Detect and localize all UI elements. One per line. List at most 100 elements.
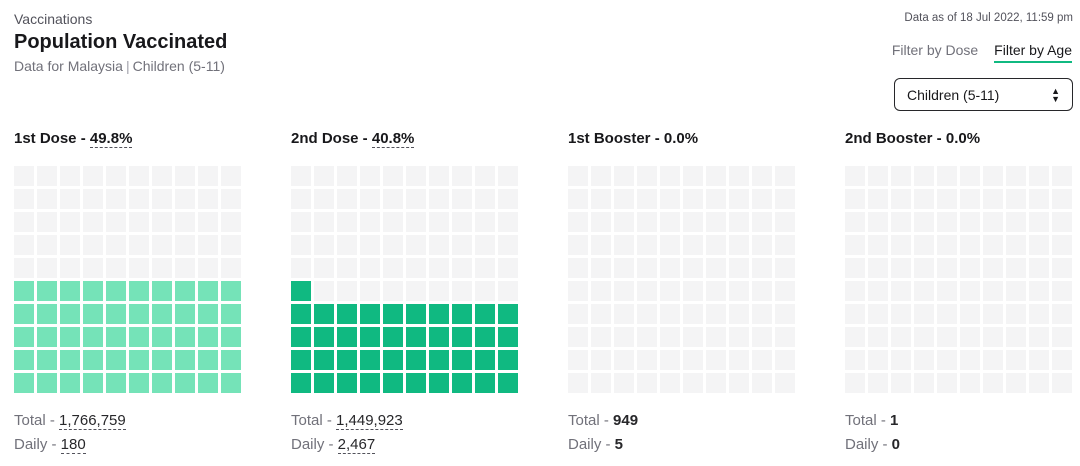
waffle-cell-filled <box>14 304 34 324</box>
waffle-cell-empty <box>637 235 657 255</box>
waffle-cell-empty <box>683 258 703 278</box>
dose-percent[interactable]: 49.8% <box>89 130 133 148</box>
waffle-cell-empty <box>383 281 403 301</box>
waffle-cell-empty <box>983 258 1003 278</box>
waffle-cell-filled <box>337 373 357 393</box>
waffle-cell-empty <box>568 350 588 370</box>
waffle-cell-empty <box>314 166 334 186</box>
waffle-cell-empty <box>637 258 657 278</box>
dose-percent[interactable]: 40.8% <box>371 130 415 148</box>
waffle-cell-empty <box>983 166 1003 186</box>
waffle-cell-empty <box>452 189 472 209</box>
tab-filter-by-dose[interactable]: Filter by Dose <box>891 42 979 58</box>
waffle-cell-empty <box>129 189 149 209</box>
total-stat: Total - 1,766,759 <box>14 412 126 430</box>
waffle-cell-empty <box>337 189 357 209</box>
waffle-cell-empty <box>314 212 334 232</box>
waffle-cell-empty <box>406 281 426 301</box>
waffle-cell-filled <box>198 350 218 370</box>
waffle-cell-empty <box>568 212 588 232</box>
waffle-cell-empty <box>706 304 726 324</box>
waffle-cell-filled <box>198 327 218 347</box>
waffle-cell-empty <box>360 235 380 255</box>
waffle-cell-filled <box>83 304 103 324</box>
waffle-cell-empty <box>983 373 1003 393</box>
waffle-cell-filled <box>429 327 449 347</box>
waffle-cell-empty <box>360 281 380 301</box>
waffle-cell-empty <box>683 212 703 232</box>
waffle-cell-empty <box>775 166 795 186</box>
total-value[interactable]: 1,449,923 <box>336 412 403 430</box>
waffle-cell-empty <box>498 189 518 209</box>
waffle-cell-empty <box>37 212 57 232</box>
waffle-cell-filled <box>360 327 380 347</box>
waffle-cell-empty <box>1006 189 1026 209</box>
waffle-cell-empty <box>937 258 957 278</box>
waffle-cell-empty <box>221 258 241 278</box>
waffle-cell-empty <box>429 189 449 209</box>
waffle-cell-empty <box>614 281 634 301</box>
waffle-cell-empty <box>106 235 126 255</box>
waffle-cell-empty <box>845 373 865 393</box>
waffle-chart <box>291 166 521 393</box>
daily-value[interactable]: 2,467 <box>337 436 376 454</box>
waffle-cell-filled <box>475 304 495 324</box>
waffle-cell-empty <box>706 327 726 347</box>
waffle-cell-empty <box>914 235 934 255</box>
waffle-cell-filled <box>37 327 57 347</box>
waffle-cell-empty <box>498 281 518 301</box>
waffle-cell-filled <box>498 327 518 347</box>
waffle-cell-empty <box>360 189 380 209</box>
age-group-select[interactable]: Children (5-11) ▲ ▼ <box>894 78 1073 111</box>
dose-name: 1st Dose <box>14 130 77 147</box>
waffle-cell-empty <box>891 281 911 301</box>
waffle-cell-empty <box>198 235 218 255</box>
waffle-cell-empty <box>1052 327 1072 347</box>
waffle-cell-filled <box>337 327 357 347</box>
waffle-cell-empty <box>291 258 311 278</box>
waffle-cell-empty <box>360 212 380 232</box>
tab-filter-by-age[interactable]: Filter by Age <box>994 42 1072 63</box>
waffle-cell-empty <box>37 189 57 209</box>
waffle-cell-empty <box>429 281 449 301</box>
waffle-cell-empty <box>868 212 888 232</box>
dose-name: 2nd Booster <box>845 130 933 147</box>
waffle-cell-empty <box>891 189 911 209</box>
waffle-cell-empty <box>729 212 749 232</box>
waffle-cell-empty <box>106 258 126 278</box>
waffle-cell-empty <box>706 189 726 209</box>
waffle-cell-empty <box>475 258 495 278</box>
waffle-cell-empty <box>960 350 980 370</box>
total-value: 1 <box>890 412 899 429</box>
waffle-cell-empty <box>14 212 34 232</box>
waffle-cell-empty <box>1006 350 1026 370</box>
waffle-cell-empty <box>729 327 749 347</box>
waffle-cell-empty <box>14 235 34 255</box>
waffle-cell-empty <box>291 166 311 186</box>
waffle-cell-empty <box>1006 166 1026 186</box>
waffle-cell-empty <box>1006 235 1026 255</box>
waffle-cell-empty <box>660 327 680 347</box>
waffle-cell-empty <box>614 212 634 232</box>
waffle-cell-empty <box>614 373 634 393</box>
waffle-cell-empty <box>752 235 772 255</box>
waffle-cell-empty <box>1052 166 1072 186</box>
dose-column-1st-booster: 1st Booster - 0.0% Total - 949 Daily - 5 <box>568 130 808 453</box>
total-value[interactable]: 1,766,759 <box>59 412 126 430</box>
waffle-cell-filled <box>406 304 426 324</box>
waffle-cell-filled <box>175 327 195 347</box>
waffle-cell-empty <box>960 189 980 209</box>
waffle-cell-empty <box>383 258 403 278</box>
waffle-cell-empty <box>775 327 795 347</box>
waffle-cell-empty <box>937 212 957 232</box>
waffle-cell-filled <box>291 281 311 301</box>
waffle-cell-empty <box>1052 373 1072 393</box>
waffle-cell-empty <box>637 304 657 324</box>
waffle-cell-empty <box>868 350 888 370</box>
waffle-cell-empty <box>568 235 588 255</box>
waffle-cell-empty <box>937 235 957 255</box>
waffle-cell-empty <box>914 350 934 370</box>
waffle-cell-filled <box>37 350 57 370</box>
daily-value[interactable]: 180 <box>60 436 86 454</box>
waffle-cell-empty <box>729 189 749 209</box>
